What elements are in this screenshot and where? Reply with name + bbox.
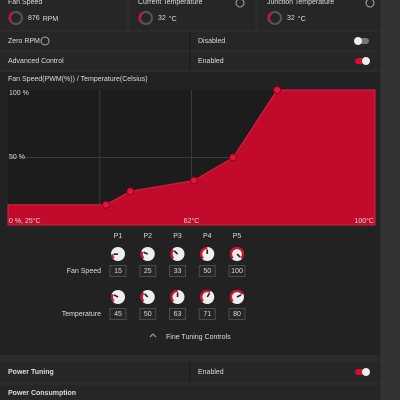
knob-arc — [110, 293, 115, 303]
value-text: 25 — [144, 268, 152, 275]
point-name: P2 — [143, 233, 152, 240]
stat-value: 32 — [287, 15, 295, 22]
value-box[interactable] — [109, 308, 127, 320]
knob-pointer — [173, 250, 179, 255]
curve-point[interactable] — [229, 153, 238, 162]
knob-arc — [110, 254, 115, 260]
knob-pointer — [144, 293, 149, 298]
curve-title: Fan Speed(PWM(%)) / Temperature(Celsius) — [8, 76, 148, 83]
setting-state: Enabled — [198, 58, 224, 65]
setting-label: Power Tuning — [8, 369, 54, 376]
setting-state: Disabled — [198, 38, 225, 45]
info-icon[interactable] — [365, 0, 375, 8]
value-text: 63 — [174, 311, 182, 318]
setting-state: Enabled — [198, 369, 224, 376]
value-text: 50 — [203, 268, 211, 275]
x-label: 62°C — [184, 217, 200, 225]
stat-unit: °C — [169, 15, 177, 23]
stat-unit: °C — [298, 15, 306, 23]
knob-arc — [140, 251, 145, 260]
value-box[interactable] — [169, 265, 186, 277]
curve-point[interactable] — [101, 200, 110, 209]
fine-tuning-toggle[interactable]: Fine Tuning Controls — [166, 334, 231, 341]
knob-arc — [229, 289, 244, 303]
row-label: Fan Speed — [67, 268, 101, 275]
help-icon[interactable] — [40, 36, 50, 46]
stat-value: 32 — [158, 15, 166, 22]
stat-label: Current Temperature — [138, 0, 203, 6]
knob-arc — [229, 246, 245, 260]
stat-gauge-arc — [138, 12, 143, 23]
value-box[interactable] — [198, 265, 216, 277]
value-box[interactable] — [139, 265, 157, 277]
point-name: P1 — [114, 233, 123, 240]
stat-gauge-arc — [267, 12, 272, 23]
knob-arc — [200, 246, 208, 260]
row-label: Temperature — [62, 311, 101, 318]
value-text: 33 — [174, 268, 182, 275]
knob-arc — [170, 289, 178, 303]
curve-point[interactable] — [189, 176, 198, 185]
setting-label: Advanced Control — [8, 58, 64, 65]
knob-pointer — [206, 292, 211, 298]
setting-row — [0, 385, 380, 400]
knob-pointer — [113, 294, 119, 298]
value-box[interactable] — [228, 308, 246, 320]
curve-point[interactable] — [273, 86, 282, 94]
value-text: 80 — [233, 311, 241, 318]
origin-label: 0 %, 25°C — [9, 217, 41, 225]
side-area — [381, 0, 400, 400]
setting-label: Zero RPM — [8, 38, 40, 45]
value-text: 100 — [231, 268, 243, 275]
curve-point[interactable] — [126, 187, 135, 196]
section-label: Power Consumption — [8, 390, 76, 397]
value-box[interactable] — [169, 308, 186, 320]
toggle-knob[interactable] — [362, 57, 370, 65]
value-text: 50 — [144, 311, 152, 318]
knob-arc — [170, 249, 175, 260]
point-name: P4 — [203, 233, 212, 240]
stat-gauge-arc — [8, 12, 13, 23]
value-text: 15 — [114, 268, 122, 275]
value-box[interactable] — [228, 265, 246, 277]
toggle-knob[interactable] — [354, 37, 362, 45]
toggle-knob[interactable] — [362, 368, 370, 376]
fan-curve — [7, 89, 376, 226]
y-label: 100 % — [9, 90, 29, 97]
x-label: 100°C — [354, 217, 374, 225]
knob-pointer — [236, 294, 242, 298]
value-box[interactable] — [198, 308, 216, 320]
value-box[interactable] — [109, 265, 127, 277]
knob-arc — [200, 289, 211, 303]
stat-label: Fan Speed — [8, 0, 42, 6]
point-name: P5 — [233, 233, 242, 240]
collapse-icon[interactable] — [149, 333, 157, 338]
knob-pointer — [236, 253, 241, 258]
stat-value: 876 — [28, 15, 40, 22]
value-text: 71 — [203, 311, 211, 318]
y-label: 50 % — [9, 154, 25, 161]
stat-label: Junction Temperature — [267, 0, 334, 6]
info-icon[interactable] — [235, 0, 245, 8]
knob-pointer — [143, 251, 149, 255]
knob-arc — [140, 291, 145, 303]
value-box[interactable] — [139, 308, 157, 320]
value-text: 45 — [114, 311, 122, 318]
point-name: P3 — [173, 233, 182, 240]
stat-unit: RPM — [43, 16, 59, 23]
